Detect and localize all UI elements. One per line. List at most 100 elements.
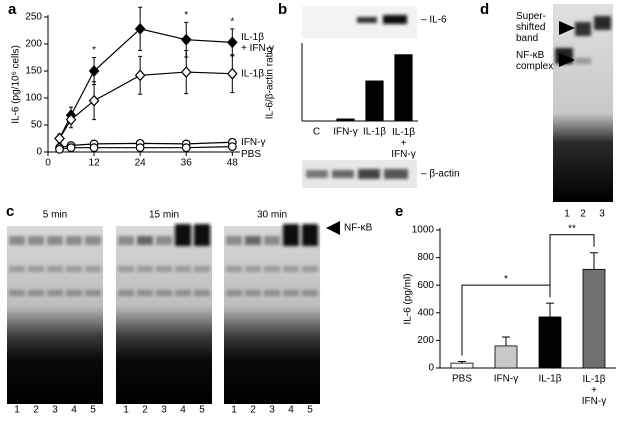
annotation: * (92, 45, 96, 56)
bar (538, 316, 562, 369)
gel-band (264, 236, 280, 245)
marker (181, 143, 191, 153)
annotation: * (184, 10, 188, 21)
x-tick-label: IL-1β (363, 127, 386, 138)
lane-label: 2 (250, 405, 256, 416)
error-bar (590, 252, 598, 270)
gel-band (302, 290, 318, 296)
text-line: NF-κB (516, 50, 545, 61)
gel-band (47, 290, 63, 296)
text-line: + IFN-γ (241, 43, 274, 54)
gel-label: NF-κB (344, 223, 373, 234)
text-line: + (401, 138, 407, 149)
lane-label: 5 (199, 405, 205, 416)
bar (394, 54, 413, 122)
x-tick-label: IL-1β + IFN-γ (582, 374, 606, 407)
gel-band (302, 224, 318, 246)
gel-d (553, 4, 613, 202)
gel-band (194, 266, 210, 272)
gel-band (137, 266, 153, 272)
lane-label: 2 (33, 405, 39, 416)
gel-title: 5 min (43, 210, 67, 221)
gel (116, 226, 212, 404)
gel-band (47, 266, 63, 272)
gel-band (245, 236, 261, 245)
gel-band (194, 290, 210, 296)
lane-label: 2 (580, 209, 586, 220)
panel-label: d (480, 1, 489, 18)
bar (582, 268, 606, 369)
y-tick-label: 250 (25, 12, 42, 23)
gel-label: NF-κB complex (516, 50, 553, 72)
gel-band (28, 236, 44, 245)
x-tick-label: IL-1β (539, 374, 562, 385)
x-tick-label: IFN-γ (494, 374, 518, 385)
lane-label: 4 (71, 405, 77, 416)
gel-band (47, 236, 63, 245)
panel-label: c (6, 203, 14, 220)
marker (134, 22, 146, 35)
text-line: IL-1β (241, 32, 264, 43)
y-tick-label: 150 (25, 66, 42, 77)
gel-band (66, 290, 82, 296)
lane-label: 1 (14, 405, 20, 416)
text-line: IL-1β (392, 127, 415, 138)
marker (54, 132, 65, 145)
y-tick-label: 800 (417, 252, 434, 263)
marker (227, 67, 238, 80)
text-line: IFN-γ (582, 396, 606, 407)
gel (7, 226, 103, 404)
lane-label: 1 (564, 209, 570, 220)
blot-label: – IL-6 (421, 15, 447, 26)
series-label: IL-1β + IFN-γ (241, 32, 274, 54)
y-tick-label: 0 (36, 147, 42, 158)
gel-band (175, 224, 191, 246)
gel-band (156, 290, 172, 296)
x-tick-label: 24 (135, 158, 147, 169)
x-tick-label: 0 (45, 158, 51, 169)
series-line (59, 146, 233, 150)
gel-band (66, 266, 82, 272)
lane-label: 3 (599, 209, 605, 220)
gel-band (118, 266, 134, 272)
gel-band (245, 290, 261, 296)
x-tick-label: C (313, 127, 320, 138)
arrow (326, 221, 340, 235)
bar (494, 345, 518, 369)
marker (134, 69, 146, 82)
text-line: + (591, 385, 597, 396)
gel-label: Super-shifted band (516, 11, 546, 44)
gel-band (85, 290, 101, 296)
x-tick-label: IFN-γ (333, 127, 357, 138)
series-line (58, 28, 233, 139)
y-tick-label: 200 (25, 39, 42, 50)
gel-band (118, 290, 134, 296)
marker (88, 94, 100, 107)
x-tick-label: IL-1β + IFN-γ (391, 127, 415, 160)
y-tick-label: 600 (417, 280, 434, 291)
gel-band (9, 266, 25, 272)
lane-label: 3 (52, 405, 58, 416)
gel-band (245, 266, 261, 272)
significance-label: ** (568, 223, 576, 234)
gel-band (264, 266, 280, 272)
significance-label: * (504, 274, 508, 285)
marker (180, 33, 192, 46)
gel-band (156, 236, 172, 245)
text-line: IL-1β (583, 374, 606, 385)
annotation: * (230, 17, 234, 28)
x-tick-label: 36 (181, 158, 193, 169)
y-tick-label: 400 (417, 307, 434, 318)
gel-band (66, 236, 82, 245)
gel-band (28, 266, 44, 272)
y-tick-label: 0 (428, 363, 434, 374)
gel-band (226, 266, 242, 272)
bar (450, 362, 474, 369)
gel-title: 30 min (257, 210, 287, 221)
marker (55, 144, 64, 154)
panel-label: b (278, 1, 287, 18)
gel-band (137, 290, 153, 296)
error-bar (502, 336, 510, 346)
gel-band (85, 236, 101, 245)
